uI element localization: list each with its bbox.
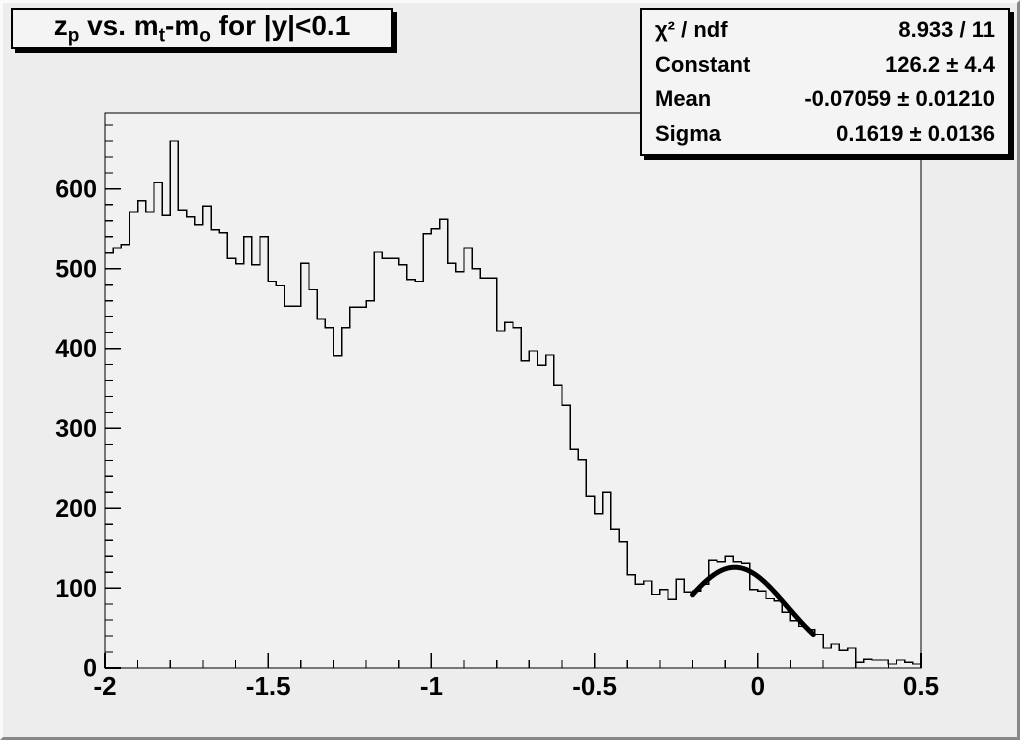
plot-title-box: zp vs. mt-mo for |y|<0.1 bbox=[11, 8, 393, 49]
stats-label-chi2: χ² / ndf bbox=[655, 17, 728, 43]
y-tick-label: 100 bbox=[55, 575, 97, 603]
x-tick-label: 0 bbox=[751, 671, 765, 701]
y-tick-label: 300 bbox=[55, 415, 97, 443]
x-tick-label: 0.5 bbox=[903, 671, 939, 701]
stats-label-sigma: Sigma bbox=[655, 120, 722, 146]
x-tick-label: -1 bbox=[420, 671, 443, 701]
stats-row-sigma: Sigma 0.1619 ± 0.0136 bbox=[642, 121, 1008, 147]
stats-value-sigma: 0.1619 ± 0.0136 bbox=[836, 120, 995, 146]
histogram-step-line bbox=[104, 140, 921, 668]
y-tick-label: 200 bbox=[55, 495, 97, 523]
stats-value-chi2: 8.933 / 11 bbox=[898, 17, 995, 43]
title-subscript-p: p bbox=[67, 25, 80, 47]
x-tick-label: -0.5 bbox=[572, 671, 617, 701]
y-tick-label: 500 bbox=[55, 255, 97, 283]
histogram-plot: 0 100 200 300 400 500 600 -2 -1.5 -1 -0.5 0 0.5 bbox=[55, 112, 939, 701]
y-tick-label: 600 bbox=[55, 175, 97, 203]
fit-stats-box: χ² / ndf 8.933 / 11 Constant 126.2 ± 4.4… bbox=[640, 8, 1010, 156]
x-tick-label: -2 bbox=[93, 671, 116, 701]
title-subscript-t: t bbox=[158, 25, 166, 47]
x-tick-label: -1.5 bbox=[246, 671, 291, 701]
stats-value-constant: 126.2 ± 4.4 bbox=[885, 51, 995, 77]
stats-label-constant: Constant bbox=[655, 51, 751, 77]
y-tick-label: 400 bbox=[55, 335, 97, 363]
plot-frame bbox=[104, 112, 922, 669]
title-subscript-o: o bbox=[199, 25, 211, 47]
y-tick-label: 0 bbox=[83, 655, 97, 683]
stats-row-mean: Mean -0.07059 ± 0.01210 bbox=[642, 86, 1008, 112]
stats-label-mean: Mean bbox=[655, 86, 712, 112]
stats-value-mean: -0.07059 ± 0.01210 bbox=[804, 86, 995, 112]
gaussian-fit-curve bbox=[690, 564, 816, 638]
stats-row-constant: Constant 126.2 ± 4.4 bbox=[642, 52, 1008, 78]
stats-row-chi2: χ² / ndf 8.933 / 11 bbox=[642, 17, 1008, 43]
plot-title: zp vs. mt-mo for |y|<0.1 bbox=[53, 9, 351, 47]
